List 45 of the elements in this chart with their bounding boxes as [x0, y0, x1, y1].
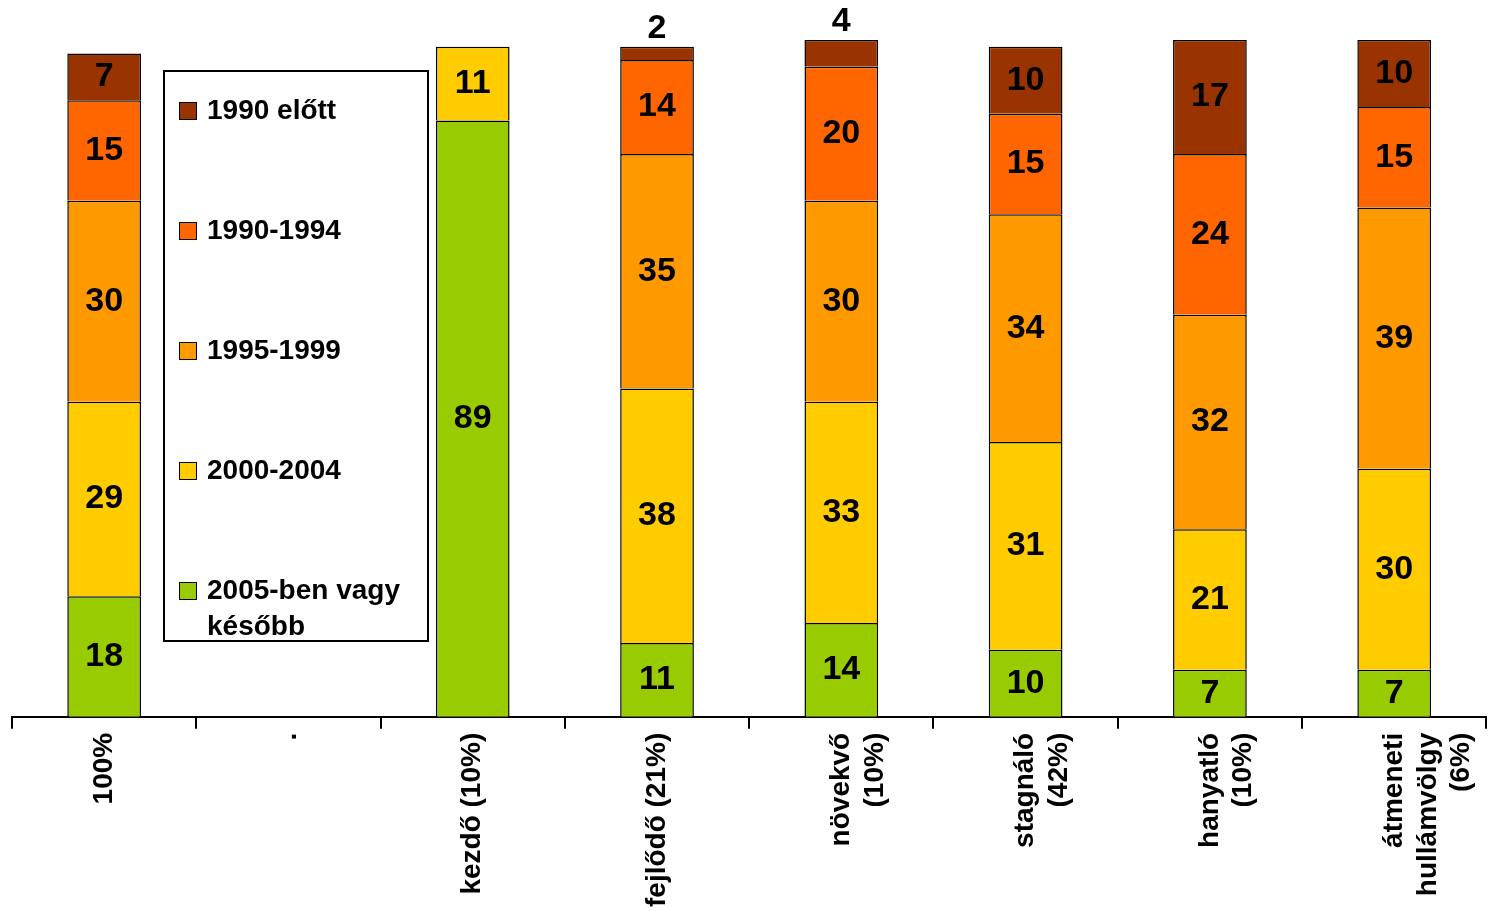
data-label: 15 — [1006, 142, 1045, 181]
data-label: 32 — [1190, 400, 1229, 439]
data-label: 10 — [1375, 51, 1414, 90]
data-label: 17 — [1190, 75, 1229, 114]
data-label: 35 — [638, 249, 676, 288]
data-label: 7 — [1384, 671, 1404, 710]
data-label: 15 — [85, 128, 124, 167]
data-label: 30 — [822, 279, 861, 318]
data-label: 30 — [1375, 547, 1414, 586]
x-tick-label: . — [271, 732, 303, 741]
data-label: 30 — [85, 279, 124, 318]
data-label: 2 — [647, 7, 667, 46]
legend-label: 2000-2004 — [207, 453, 341, 487]
x-tick-label: kezdő (10%) — [455, 732, 487, 895]
data-label: 15 — [1375, 135, 1414, 174]
legend-label: 1995-1999 — [207, 333, 341, 367]
x-tick-label: növekvő (10%) — [824, 732, 889, 847]
x-tick-label: átmeneti hullámvölgy (6%) — [1376, 732, 1476, 897]
data-label: 31 — [1006, 524, 1045, 563]
data-label: 33 — [822, 490, 861, 529]
data-label: 24 — [1190, 212, 1229, 251]
x-tick-label: 100% — [86, 732, 118, 805]
data-label: 21 — [1190, 577, 1229, 616]
data-label: 29 — [85, 477, 124, 516]
data-label: 34 — [1006, 306, 1045, 345]
data-label: 7 — [1200, 671, 1220, 710]
x-tick-label: stagnáló (42%) — [1008, 732, 1073, 848]
data-label: 11 — [639, 658, 675, 697]
data-label: 7 — [94, 55, 114, 94]
data-label: 18 — [85, 634, 124, 673]
data-label: 14 — [822, 648, 861, 687]
data-label: 10 — [1006, 58, 1045, 97]
data-label: 14 — [638, 85, 677, 124]
x-tick-label: hanyatló (10%) — [1192, 732, 1258, 848]
data-label: 10 — [1006, 661, 1045, 700]
data-label: 4 — [831, 0, 851, 39]
data-label: 11 — [454, 61, 491, 100]
legend-label: 2005-ben vagy később — [207, 573, 401, 643]
data-label: 39 — [1375, 316, 1414, 355]
legend-label: 1990 előtt — [207, 93, 337, 127]
data-label: 38 — [638, 494, 676, 533]
x-tick-label: fejlődő (21%) — [639, 732, 671, 907]
data-label: 20 — [822, 112, 861, 151]
data-label: 89 — [453, 396, 492, 435]
legend-label: 1990-1994 — [207, 213, 341, 247]
